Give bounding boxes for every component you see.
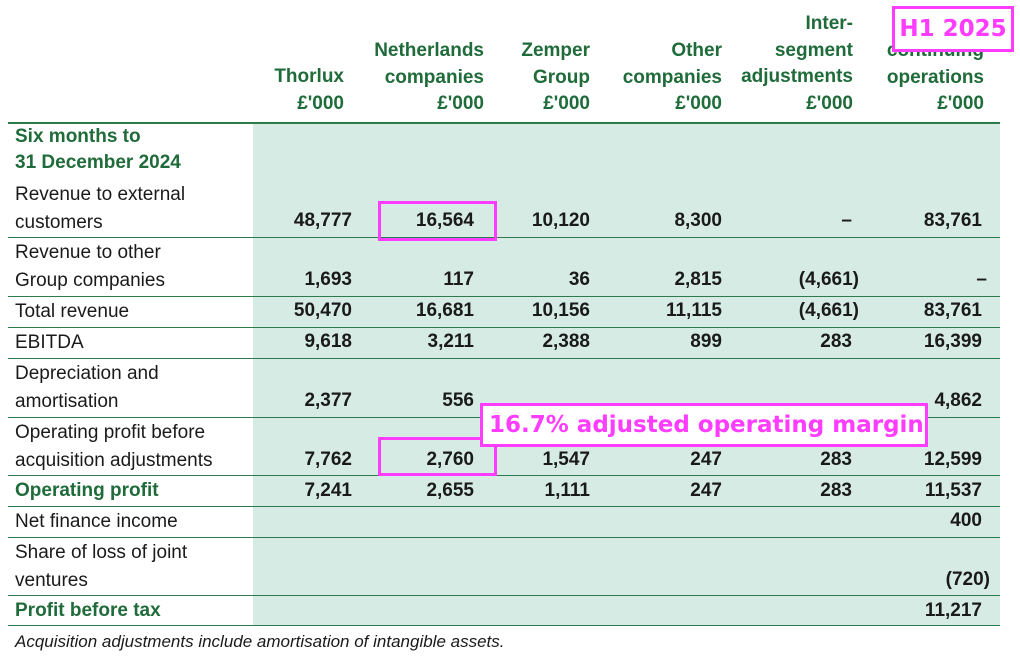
cell-value: 247 — [690, 449, 722, 470]
row-label-share-of-loss: Share of loss of joint ventures — [15, 542, 188, 591]
row-divider — [8, 327, 1000, 328]
cell-value: 283 — [820, 449, 852, 470]
row-label-depreciation: Depreciation and amortisation — [15, 363, 159, 412]
row-divider — [8, 506, 1000, 507]
cell-value: 1,111 — [544, 480, 590, 501]
cell-value: 283 — [820, 331, 852, 352]
cell-value: 2,655 — [426, 480, 474, 501]
row-label-total-revenue: Total revenue — [15, 301, 130, 322]
row-divider — [8, 625, 1000, 626]
highlight-box-netherlands-revenue — [378, 201, 497, 241]
header-netherlands: Netherlands companies £'000 — [374, 40, 484, 114]
row-label-profit-before-tax: Profit before tax — [15, 600, 161, 621]
cell-value: 12,599 — [923, 449, 982, 470]
cell-value: 1,547 — [542, 449, 590, 470]
highlight-box-netherlands-operating-profit — [378, 437, 497, 476]
row-divider — [8, 475, 1000, 476]
cell-value: 899 — [690, 331, 722, 352]
cell-value: 83,761 — [923, 210, 982, 231]
cell-value: 2,815 — [674, 269, 722, 290]
margin-annotation: 16.7% adjusted operating margin — [480, 403, 928, 447]
cell-value: 4,862 — [934, 390, 982, 411]
row-label-ebitda: EBITDA — [15, 332, 84, 353]
cell-value: 283 — [820, 480, 852, 501]
cell-value: – — [841, 210, 852, 231]
cell-value: 2,377 — [304, 390, 352, 411]
cell-value: 1,693 — [304, 269, 352, 290]
row-divider — [8, 358, 1000, 359]
cell-value: 2,760 — [426, 449, 474, 470]
row-label-revenue-group: Revenue to other Group companies — [15, 242, 165, 291]
footnote: Acquisition adjustments include amortisa… — [15, 632, 505, 651]
row-divider — [8, 595, 1000, 596]
row-divider — [8, 237, 1000, 238]
cell-value: 11,115 — [665, 300, 722, 321]
cell-value: 10,120 — [531, 210, 590, 231]
row-divider — [8, 296, 1000, 297]
cell-value: 400 — [950, 510, 982, 531]
period-annotation: H1 2025 — [892, 6, 1014, 52]
header-intersegment: Inter-segment adjustments £'000 — [741, 13, 853, 114]
row-label-revenue-external: Revenue to external customers — [15, 184, 186, 233]
cell-value: 7,241 — [304, 480, 352, 501]
cell-value: 7,762 — [304, 449, 352, 470]
cell-value: (4,661) — [798, 269, 859, 290]
cell-value: 83,761 — [923, 300, 982, 321]
row-divider — [8, 537, 1000, 538]
cell-value: 16,564 — [415, 210, 474, 231]
cell-value: 556 — [442, 390, 474, 411]
shaded-data-area — [253, 123, 1000, 625]
cell-value: 117 — [443, 269, 474, 290]
cell-value: 11,217 — [924, 600, 982, 621]
cell-value: 9,618 — [304, 331, 352, 352]
cell-value: (720) — [945, 569, 990, 590]
cell-value: 2,388 — [542, 331, 590, 352]
header-other-companies: Other companies £'000 — [622, 40, 722, 114]
header-thorlux: Thorlux £'000 — [274, 66, 344, 114]
header-zemper: Zemper Group £'000 — [521, 40, 590, 114]
cell-value: 11,537 — [924, 480, 982, 501]
cell-value: 48,777 — [293, 210, 352, 231]
cell-value: 16,399 — [923, 331, 982, 352]
header-rule — [8, 122, 1000, 124]
row-label-operating-profit-before: Operating profit before acquisition adjus… — [15, 422, 213, 471]
cell-value: 50,470 — [293, 300, 352, 321]
cell-value: – — [976, 269, 987, 290]
section-title: Six months to 31 December 2024 — [15, 126, 181, 173]
cell-value: 10,156 — [531, 300, 590, 321]
row-label-operating-profit: Operating profit — [15, 480, 159, 501]
cell-value: 247 — [690, 480, 722, 501]
cell-value: (4,661) — [798, 300, 859, 321]
cell-value: 36 — [568, 269, 590, 290]
row-label-net-finance-income: Net finance income — [15, 511, 178, 532]
cell-value: 16,681 — [415, 300, 474, 321]
cell-value: 3,211 — [427, 331, 475, 352]
cell-value: 8,300 — [674, 210, 722, 231]
